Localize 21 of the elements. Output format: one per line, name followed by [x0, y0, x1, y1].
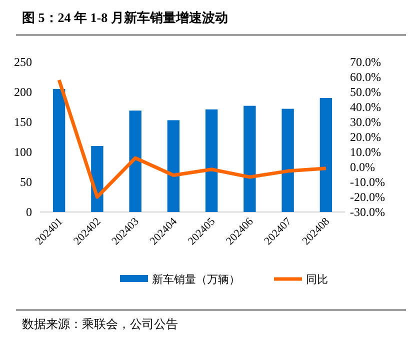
- y-tick-label: 0: [26, 205, 32, 219]
- source-note: 数据来源：乘联会，公司公告: [22, 317, 178, 331]
- y2-tick-label: 40.0%: [350, 100, 381, 114]
- y-tick-label: 200: [14, 85, 32, 99]
- y-tick-label: 150: [14, 115, 32, 129]
- legend-label: 同比: [306, 273, 328, 286]
- y2-tick-label: 50.0%: [350, 85, 381, 99]
- y2-tick-label: 60.0%: [350, 70, 381, 84]
- y2-tick-label: 30.0%: [350, 115, 381, 129]
- y2-tick-label: -30.0%: [350, 205, 385, 219]
- title: 图 5：24 年 1-8 月新车销量增速波动: [22, 10, 228, 25]
- y2-tick-label: -20.0%: [350, 190, 385, 204]
- y2-tick-label: -10.0%: [350, 175, 385, 189]
- legend-label: 新车销量（万辆）: [152, 273, 240, 286]
- y2-tick-label: 70.0%: [350, 55, 381, 69]
- y2-tick-label: 10.0%: [350, 145, 381, 159]
- y-tick-label: 50: [20, 175, 32, 189]
- y2-tick-label: 0.0%: [350, 160, 375, 174]
- y-tick-label: 100: [14, 145, 32, 159]
- y2-tick-label: 20.0%: [350, 130, 381, 144]
- y-tick-label: 250: [14, 55, 32, 69]
